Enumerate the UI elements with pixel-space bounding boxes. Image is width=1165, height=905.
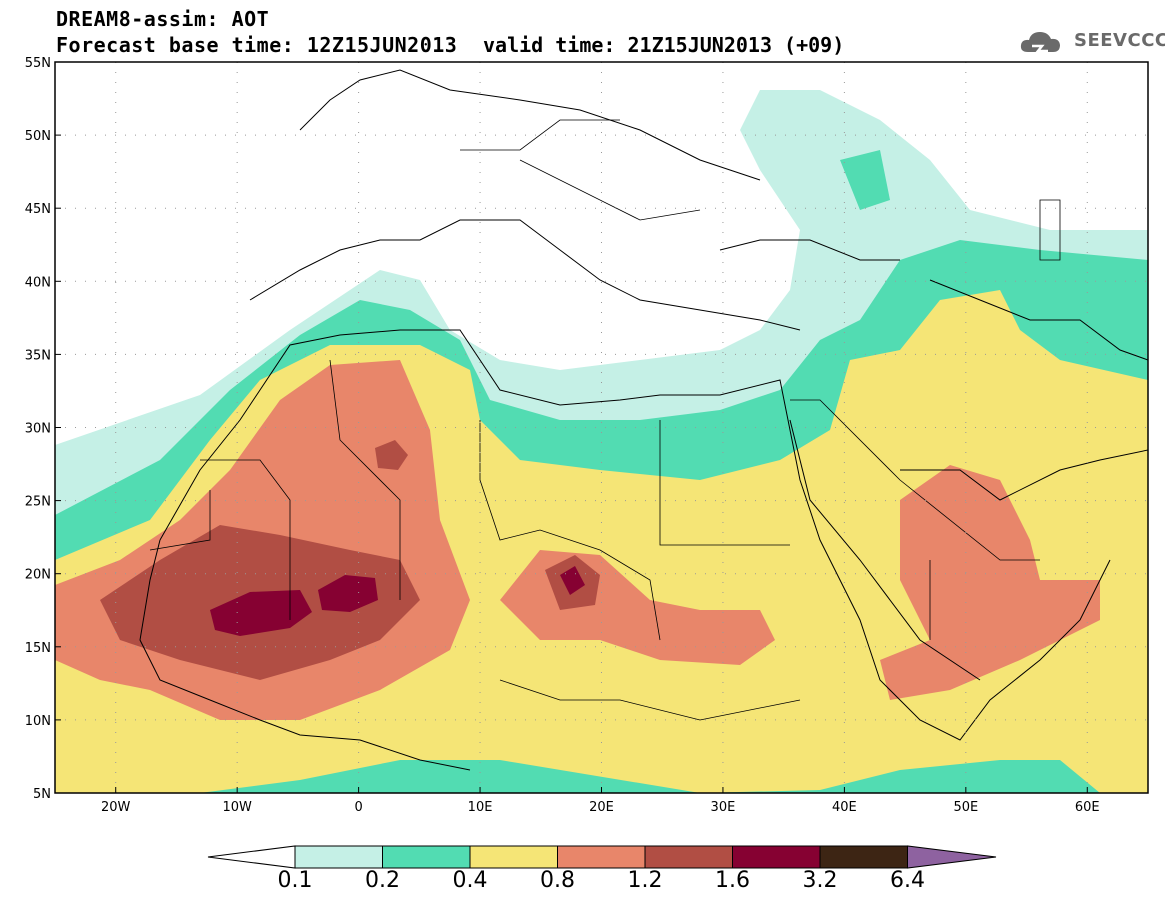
grid-lines (55, 62, 1148, 793)
colorbar-arrow-high (907, 845, 997, 869)
colorbar-level-label: 0.4 (452, 868, 488, 893)
colorbar (207, 845, 997, 869)
colorbar-level-label: 1.2 (627, 868, 663, 893)
colorbar-level-label: 0.2 (365, 868, 400, 893)
lon-label: 50E (953, 800, 978, 815)
coastlines (139, 69, 1148, 771)
lon-label: 60E (1075, 800, 1100, 815)
lon-label: 20W (101, 800, 131, 815)
lon-label: 10E (468, 800, 493, 815)
colorbar-segment (382, 845, 471, 869)
colorbar-segment (469, 845, 558, 869)
lat-label: 30N (25, 422, 51, 437)
lat-label: 10N (25, 714, 51, 729)
colorbar-segment (732, 845, 821, 869)
lat-label: 5N (33, 787, 51, 802)
lat-label: 50N (25, 129, 51, 144)
colorbar-level-label: 0.1 (277, 868, 313, 893)
colorbar-level-label: 6.4 (890, 868, 925, 893)
colorbar-segment (644, 845, 733, 869)
colorbar-level-label: 0.8 (540, 868, 575, 893)
axis-ticks (55, 61, 1088, 794)
colorbar-level-label: 3.2 (802, 868, 838, 893)
lon-label: 20E (589, 800, 614, 815)
colorbar-arrow-low (207, 845, 296, 869)
cloud-icon (1020, 32, 1060, 53)
colorbar-segment (294, 845, 383, 869)
lon-label: 0 (354, 800, 362, 815)
valid-time: valid time: 21Z15JUN2013 (+09) (483, 33, 845, 57)
colorbar-level-label: 1.6 (715, 868, 750, 893)
forecast-base-time: Forecast base time: 12Z15JUN2013 (56, 33, 458, 57)
lon-label: 30E (711, 800, 736, 815)
seevccc-logo: SEEVCCC (1074, 30, 1165, 51)
lat-label: 40N (25, 275, 51, 290)
lat-label: 20N (25, 568, 51, 583)
lon-label: 10W (222, 800, 252, 815)
aot-contour-1.6 (210, 566, 585, 636)
lat-label: 35N (25, 348, 51, 363)
lat-label: 25N (25, 495, 51, 510)
lat-label: 45N (25, 202, 51, 217)
lon-label: 40E (832, 800, 857, 815)
lat-label: 15N (25, 641, 51, 656)
colorbar-segment (557, 845, 646, 869)
country-borders (149, 119, 1061, 721)
colorbar-segment (819, 845, 908, 869)
map-title: DREAM8-assim: AOT (56, 7, 270, 31)
lat-label: 55N (25, 56, 51, 71)
